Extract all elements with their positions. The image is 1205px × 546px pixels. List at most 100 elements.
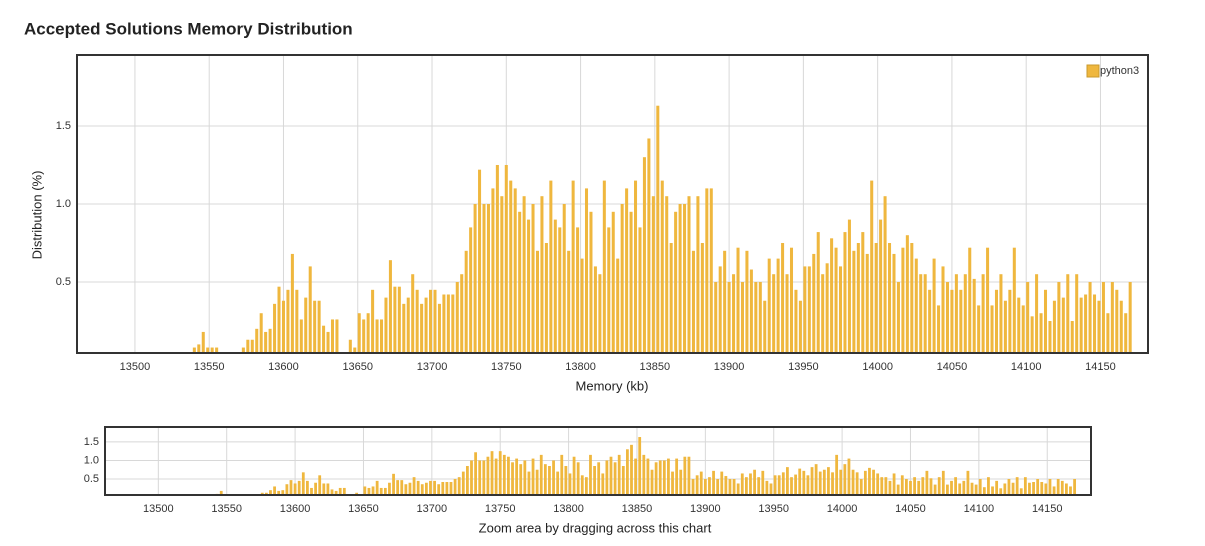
bar [1060, 480, 1064, 495]
bar [453, 479, 457, 495]
bar [724, 476, 728, 495]
bar [970, 482, 974, 495]
bar [531, 204, 535, 353]
bar [994, 289, 999, 353]
bar [1073, 479, 1076, 495]
bar [429, 289, 433, 353]
bar [308, 266, 312, 353]
bar [620, 204, 624, 353]
bar [1101, 282, 1105, 353]
x-tick-label: 14000 [827, 503, 858, 515]
bar [773, 475, 777, 495]
x-tick-label: 13950 [758, 503, 789, 515]
bar [861, 232, 865, 353]
bar [847, 458, 851, 495]
bar [1075, 274, 1079, 353]
bar [806, 475, 810, 495]
bar [691, 250, 695, 353]
bar [954, 274, 958, 353]
bar [255, 328, 259, 353]
bar [919, 274, 923, 353]
bar [1110, 282, 1114, 353]
bar [856, 243, 860, 353]
bar [1003, 300, 1007, 353]
bar [424, 482, 428, 495]
bar [781, 243, 785, 353]
bar [822, 469, 826, 495]
bar [909, 480, 912, 495]
bar [941, 266, 945, 353]
bar [798, 300, 802, 353]
bar [518, 211, 522, 353]
bar [629, 211, 633, 353]
navigator-caption[interactable]: Zoom area by dragging across this chart [479, 520, 712, 535]
bar [646, 458, 650, 495]
bar [415, 289, 419, 353]
bar [978, 479, 982, 495]
bar [863, 470, 867, 495]
bar [576, 462, 580, 495]
bar [972, 278, 976, 353]
bar [548, 466, 551, 495]
bar [888, 243, 892, 353]
bar [383, 487, 387, 495]
bar [338, 487, 342, 495]
bar [1017, 297, 1021, 353]
bar [843, 464, 847, 495]
bar [549, 180, 553, 353]
bar [901, 247, 905, 353]
bar [834, 247, 838, 353]
bar [691, 479, 695, 495]
bar [206, 347, 210, 353]
chart-title: Accepted Solutions Memory Distribution [24, 19, 353, 38]
bar [556, 471, 560, 495]
bar [814, 464, 818, 495]
bar [571, 180, 575, 353]
bar [1119, 300, 1123, 353]
bar [941, 470, 945, 495]
bar [699, 471, 703, 495]
bar [371, 289, 375, 353]
bar [219, 490, 223, 495]
bar [642, 454, 646, 495]
bar [330, 489, 334, 495]
bar [665, 196, 669, 353]
bar [473, 204, 477, 353]
bar [580, 475, 584, 495]
bar [1026, 282, 1030, 353]
legend-label: python3 [1100, 65, 1139, 77]
bar [433, 480, 436, 495]
bar [1021, 305, 1025, 353]
bar [605, 460, 609, 495]
bar [1008, 289, 1012, 353]
bar [884, 477, 888, 495]
bar [197, 344, 201, 353]
bar [396, 480, 400, 495]
bar [744, 477, 748, 495]
bar [785, 274, 789, 353]
bar [679, 469, 683, 495]
bar [736, 483, 740, 495]
bar [544, 243, 548, 353]
bar [754, 282, 758, 353]
bar [831, 472, 834, 495]
bar [404, 484, 408, 495]
bar [671, 471, 674, 495]
bar [317, 300, 321, 353]
bar [1093, 294, 1097, 353]
bar [500, 196, 504, 353]
bar [201, 331, 205, 353]
bar [966, 470, 970, 495]
bar [990, 305, 994, 353]
bar [429, 480, 432, 495]
bar [687, 456, 691, 495]
bar [900, 475, 904, 495]
bar [1052, 486, 1056, 495]
bar [616, 258, 620, 353]
bar [1035, 274, 1039, 353]
bar [634, 458, 638, 495]
bar [498, 451, 502, 495]
bar [289, 480, 293, 495]
bar [765, 480, 769, 495]
bar [366, 313, 370, 353]
